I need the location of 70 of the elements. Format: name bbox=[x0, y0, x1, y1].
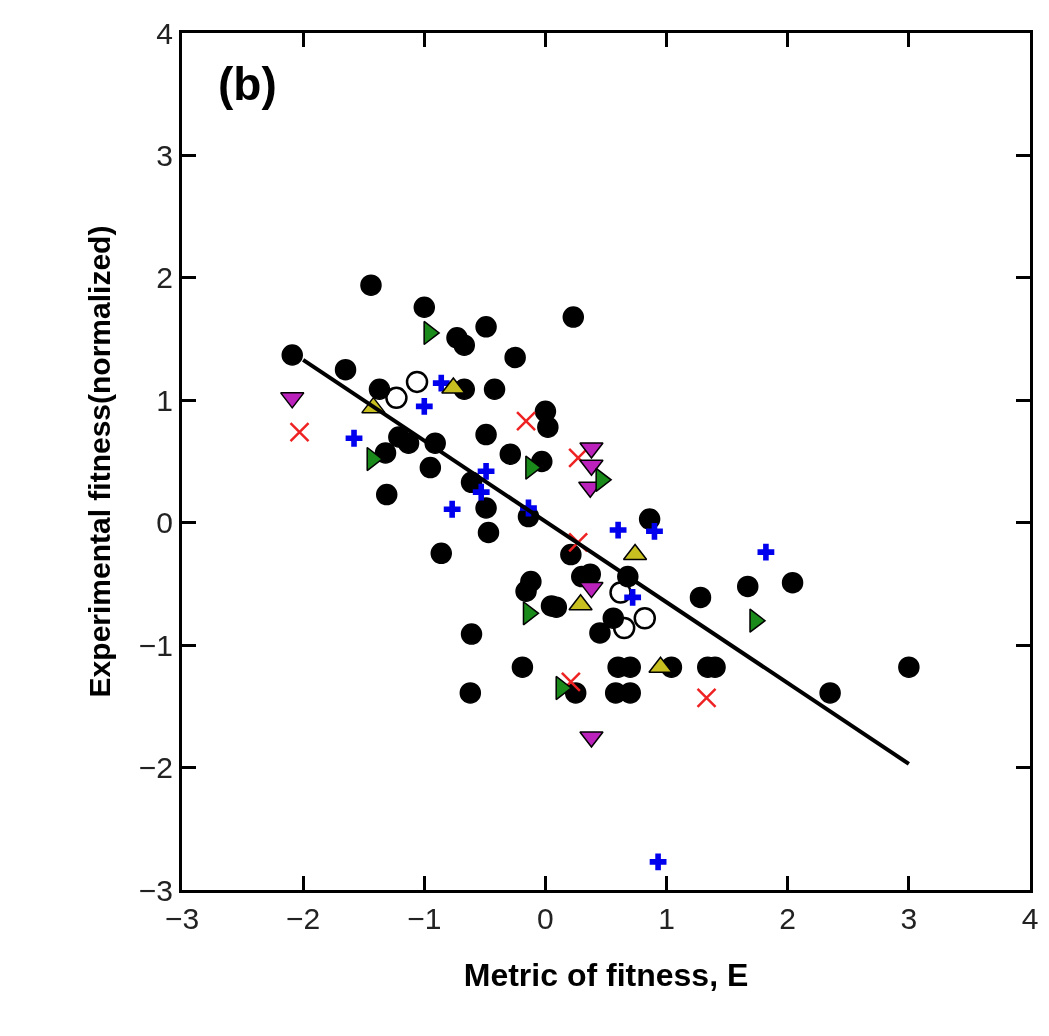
x-tick-label: −1 bbox=[407, 902, 442, 935]
point bbox=[483, 378, 506, 401]
point bbox=[511, 656, 534, 678]
y-tick-label: 4 bbox=[156, 16, 173, 50]
point bbox=[757, 543, 775, 561]
point bbox=[475, 423, 497, 446]
point bbox=[477, 521, 500, 544]
x-axis-title: Metric of fitness, E bbox=[463, 956, 749, 993]
point bbox=[289, 421, 310, 443]
point bbox=[696, 687, 717, 709]
point bbox=[334, 358, 357, 381]
annotation: (b) bbox=[218, 58, 277, 110]
point bbox=[475, 497, 497, 519]
point bbox=[499, 443, 522, 465]
point bbox=[453, 334, 476, 356]
point bbox=[443, 500, 461, 518]
point bbox=[898, 656, 920, 678]
x-tick-label: 4 bbox=[1021, 902, 1039, 935]
point bbox=[385, 386, 408, 410]
y-axis-title: Experimental fitness(normalized) bbox=[82, 225, 116, 698]
point bbox=[413, 296, 436, 318]
y-tick-label: −3 bbox=[138, 873, 173, 907]
point bbox=[633, 606, 657, 630]
point bbox=[475, 316, 497, 338]
x-tick-label: 2 bbox=[779, 902, 797, 935]
point bbox=[515, 410, 537, 432]
point bbox=[638, 508, 661, 530]
y-tick-label: 2 bbox=[156, 261, 173, 295]
point bbox=[419, 456, 442, 479]
point bbox=[562, 306, 585, 328]
point bbox=[737, 575, 759, 598]
point bbox=[649, 853, 667, 871]
point bbox=[781, 571, 804, 594]
point bbox=[368, 378, 391, 401]
point bbox=[375, 483, 398, 506]
x-tick-label: 1 bbox=[658, 902, 675, 935]
point bbox=[374, 442, 397, 464]
point bbox=[624, 589, 642, 606]
point bbox=[459, 682, 482, 704]
point bbox=[537, 416, 559, 438]
y-tick-label: 3 bbox=[156, 138, 173, 172]
x-tick-label: 0 bbox=[537, 902, 554, 935]
point bbox=[472, 483, 490, 501]
point bbox=[612, 616, 636, 640]
point bbox=[405, 370, 429, 394]
point bbox=[609, 521, 627, 539]
point bbox=[432, 374, 450, 392]
point bbox=[430, 542, 452, 565]
point bbox=[689, 586, 712, 609]
point bbox=[345, 429, 363, 447]
point bbox=[504, 346, 526, 369]
point bbox=[281, 344, 303, 366]
point bbox=[589, 622, 611, 644]
point bbox=[360, 274, 382, 296]
x-tick-label: 3 bbox=[900, 902, 918, 935]
point bbox=[609, 581, 632, 604]
y-tick-label: −2 bbox=[138, 751, 173, 785]
point bbox=[460, 623, 483, 645]
point bbox=[477, 462, 495, 480]
y-tick-label: −1 bbox=[138, 628, 173, 662]
point bbox=[560, 671, 582, 693]
y-tick-label: 1 bbox=[156, 383, 173, 417]
point bbox=[646, 522, 663, 540]
point bbox=[397, 432, 420, 454]
point bbox=[515, 580, 537, 603]
x-tick-label: −2 bbox=[286, 902, 321, 935]
y-tick-label: 0 bbox=[156, 506, 173, 540]
point bbox=[819, 682, 841, 704]
point bbox=[560, 543, 582, 566]
point bbox=[415, 398, 433, 415]
